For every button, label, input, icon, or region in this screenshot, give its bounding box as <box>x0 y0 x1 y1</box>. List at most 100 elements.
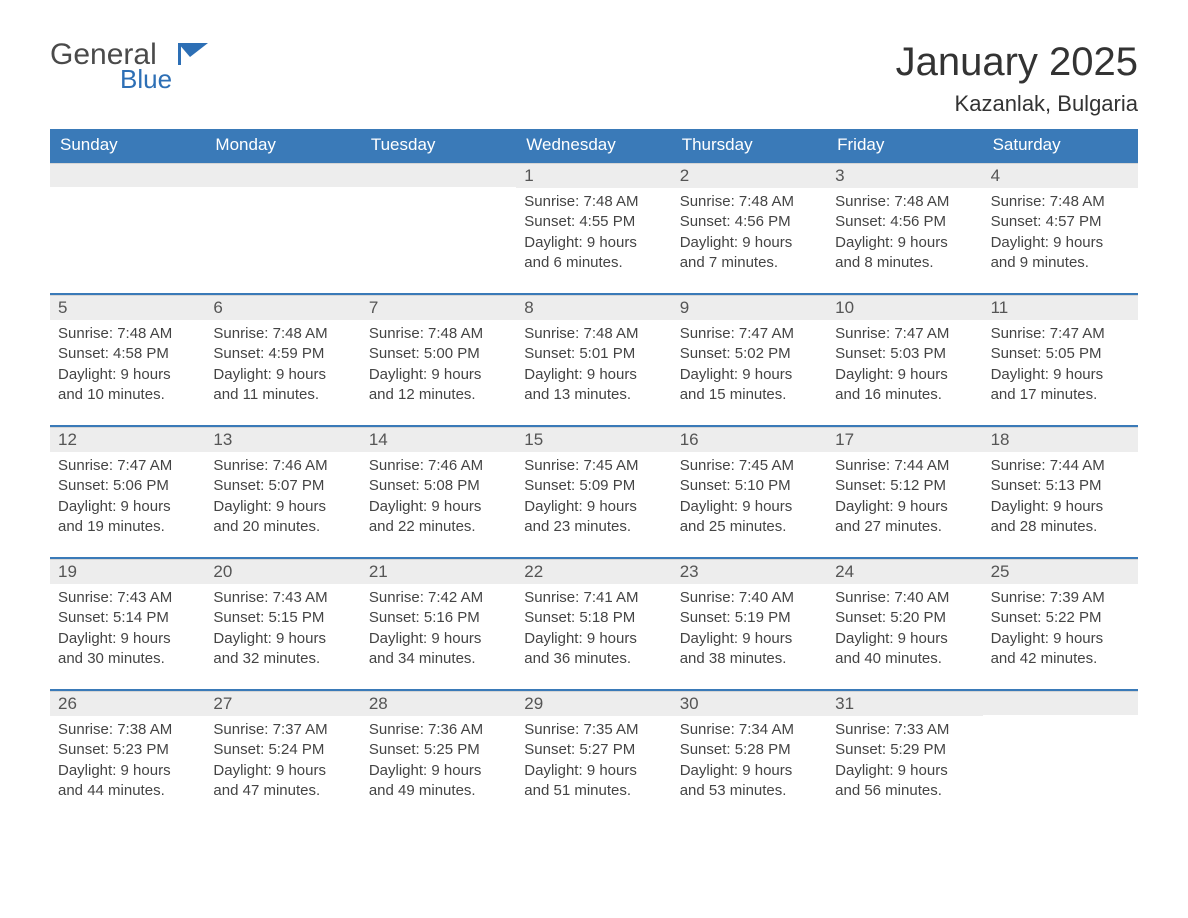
day-number: 2 <box>672 163 827 188</box>
daylight-line: Daylight: 9 hours and 25 minutes. <box>680 497 819 538</box>
sunrise-label: Sunrise: <box>991 193 1046 210</box>
day-number: 8 <box>516 295 671 320</box>
sunrise-line: Sunrise: 7:47 AM <box>991 324 1130 344</box>
day-number: 25 <box>983 559 1138 584</box>
weeks-container: 1Sunrise: 7:48 AMSunset: 4:55 PMDaylight… <box>50 161 1138 817</box>
day-details: Sunrise: 7:48 AMSunset: 5:00 PMDaylight:… <box>361 320 516 413</box>
location: Kazanlak, Bulgaria <box>896 91 1138 117</box>
sunset-line: Sunset: 4:59 PM <box>213 344 352 364</box>
daylight-label: Daylight: <box>58 630 116 647</box>
sunset-label: Sunset: <box>213 345 264 362</box>
logo: General Blue <box>50 40 212 92</box>
sunset-value: 5:19 PM <box>735 609 791 626</box>
sunset-label: Sunset: <box>991 345 1042 362</box>
sunrise-value: 7:46 AM <box>428 457 483 474</box>
sunset-value: 5:18 PM <box>579 609 635 626</box>
sunset-label: Sunset: <box>680 345 731 362</box>
day-cell <box>205 163 360 289</box>
sunset-line: Sunset: 5:06 PM <box>58 476 197 496</box>
sunrise-label: Sunrise: <box>991 325 1046 342</box>
sunrise-label: Sunrise: <box>213 721 268 738</box>
day-cell: 25Sunrise: 7:39 AMSunset: 5:22 PMDayligh… <box>983 559 1138 685</box>
day-header-row: SundayMondayTuesdayWednesdayThursdayFrid… <box>50 129 1138 161</box>
sunset-line: Sunset: 5:13 PM <box>991 476 1130 496</box>
daylight-label: Daylight: <box>835 630 893 647</box>
sunset-value: 5:12 PM <box>890 477 946 494</box>
sunrise-line: Sunrise: 7:48 AM <box>524 324 663 344</box>
daylight-label: Daylight: <box>58 762 116 779</box>
sunrise-line: Sunrise: 7:46 AM <box>369 456 508 476</box>
daylight-line: Daylight: 9 hours and 42 minutes. <box>991 629 1130 670</box>
day-cell: 10Sunrise: 7:47 AMSunset: 5:03 PMDayligh… <box>827 295 982 421</box>
sunset-label: Sunset: <box>835 477 886 494</box>
daylight-label: Daylight: <box>213 630 271 647</box>
day-details: Sunrise: 7:44 AMSunset: 5:12 PM Daylight:… <box>827 452 982 545</box>
daylight-label: Daylight: <box>991 630 1049 647</box>
daylight-line: Daylight: 9 hours and 17 minutes. <box>991 365 1130 406</box>
sunrise-value: 7:48 AM <box>273 325 328 342</box>
sunrise-value: 7:41 AM <box>583 589 638 606</box>
daylight-line: Daylight: 9 hours and 56 minutes. <box>835 761 974 802</box>
sunset-label: Sunset: <box>680 609 731 626</box>
day-cell: 12Sunrise: 7:47 AMSunset: 5:06 PMDayligh… <box>50 427 205 553</box>
sunset-label: Sunset: <box>369 609 420 626</box>
day-number: 3 <box>827 163 982 188</box>
sunset-value: 5:20 PM <box>890 609 946 626</box>
day-details: Sunrise: 7:48 AMSunset: 4:58 PMDaylight:… <box>50 320 205 413</box>
day-header-cell: Wednesday <box>516 129 671 161</box>
sunrise-value: 7:33 AM <box>894 721 949 738</box>
daylight-label: Daylight: <box>213 498 271 515</box>
daylight-line: Daylight: 9 hours and 28 minutes. <box>991 497 1130 538</box>
sunrise-value: 7:44 AM <box>1050 457 1105 474</box>
sunrise-line: Sunrise: 7:48 AM <box>213 324 352 344</box>
day-details: Sunrise: 7:48 AMSunset: 5:01 PMDaylight:… <box>516 320 671 413</box>
sunrise-label: Sunrise: <box>58 721 113 738</box>
daylight-label: Daylight: <box>680 630 738 647</box>
sunrise-label: Sunrise: <box>835 721 890 738</box>
day-cell: 30Sunrise: 7:34 AMSunset: 5:28 PMDayligh… <box>672 691 827 817</box>
sunrise-line: Sunrise: 7:48 AM <box>369 324 508 344</box>
daylight-line: Daylight: 9 hours and 38 minutes. <box>680 629 819 670</box>
sunrise-line: Sunrise: 7:37 AM <box>213 720 352 740</box>
week-row: 26Sunrise: 7:38 AMSunset: 5:23 PMDayligh… <box>50 689 1138 817</box>
day-cell: 14Sunrise: 7:46 AMSunset: 5:08 PMDayligh… <box>361 427 516 553</box>
day-number: 23 <box>672 559 827 584</box>
sunrise-line: Sunrise: 7:44 AM <box>835 456 974 476</box>
sunset-label: Sunset: <box>835 741 886 758</box>
daylight-label: Daylight: <box>991 498 1049 515</box>
sunrise-label: Sunrise: <box>524 325 579 342</box>
sunrise-label: Sunrise: <box>213 589 268 606</box>
sunrise-label: Sunrise: <box>835 325 890 342</box>
day-details: Sunrise: 7:39 AMSunset: 5:22 PMDaylight:… <box>983 584 1138 677</box>
sunset-line: Sunset: 5:08 PM <box>369 476 508 496</box>
sunset-line: Sunset: 5:23 PM <box>58 740 197 760</box>
sunset-line: Sunset: 4:56 PM <box>835 212 974 232</box>
sunrise-value: 7:47 AM <box>739 325 794 342</box>
day-details: Sunrise: 7:40 AMSunset: 5:20 PMDaylight:… <box>827 584 982 677</box>
sunset-label: Sunset: <box>524 609 575 626</box>
day-number: 5 <box>50 295 205 320</box>
sunset-line: Sunset: 5:14 PM <box>58 608 197 628</box>
sunset-line: Sunset: 4:56 PM <box>680 212 819 232</box>
day-cell: 5Sunrise: 7:48 AMSunset: 4:58 PMDaylight… <box>50 295 205 421</box>
day-number: 13 <box>205 427 360 452</box>
day-details: Sunrise: 7:48 AMSunset: 4:56 PMDaylight:… <box>827 188 982 281</box>
day-cell: 26Sunrise: 7:38 AMSunset: 5:23 PMDayligh… <box>50 691 205 817</box>
sunset-value: 5:29 PM <box>890 741 946 758</box>
day-details: Sunrise: 7:44 AMSunset: 5:13 PMDaylight:… <box>983 452 1138 545</box>
day-cell: 17Sunrise: 7:44 AMSunset: 5:12 PMDayligh… <box>827 427 982 553</box>
day-cell: 28Sunrise: 7:36 AMSunset: 5:25 PMDayligh… <box>361 691 516 817</box>
daylight-line: Daylight: 9 hours and 40 minutes. <box>835 629 974 670</box>
daylight-line: Daylight: 9 hours and 53 minutes. <box>680 761 819 802</box>
day-cell: 2Sunrise: 7:48 AMSunset: 4:56 PMDaylight… <box>672 163 827 289</box>
sunrise-label: Sunrise: <box>58 325 113 342</box>
day-cell: 1Sunrise: 7:48 AMSunset: 4:55 PMDaylight… <box>516 163 671 289</box>
sunset-value: 4:59 PM <box>268 345 324 362</box>
sunset-line: Sunset: 5:10 PM <box>680 476 819 496</box>
sunset-label: Sunset: <box>369 477 420 494</box>
sunset-line: Sunset: 5:22 PM <box>991 608 1130 628</box>
sunrise-value: 7:48 AM <box>117 325 172 342</box>
daylight-line: Daylight: 9 hours and 27 minutes. <box>835 497 974 538</box>
sunrise-label: Sunrise: <box>58 589 113 606</box>
sunset-label: Sunset: <box>58 345 109 362</box>
